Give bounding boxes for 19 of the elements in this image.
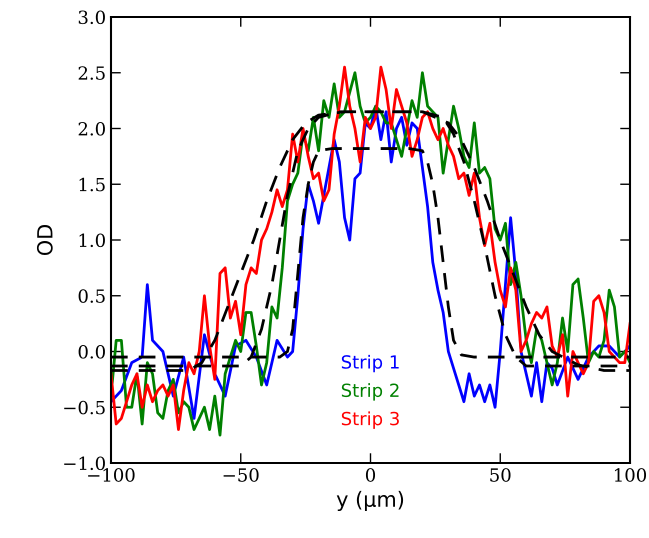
y-tick-label: 3.0 [78,10,105,24]
text: Strip 3 [342,411,399,429]
y-tick-label: 1.0 [80,233,105,248]
x-tick-label: 50 [490,468,511,482]
y-tick-label: −1.0 [64,456,105,470]
x-tick-label: −100 [88,468,135,482]
x-tick-label: −50 [224,468,259,482]
y-tick-label: −0.5 [64,400,105,414]
y-tick-label: 2.0 [78,122,105,136]
x-tick-label: 100 [614,468,646,482]
y-axis-title: OD [36,225,53,256]
text: Strip 1 [342,354,399,372]
y-tick-label: 1.5 [80,178,105,192]
x-tick-label: 0 [366,468,376,482]
y-tick-label: 2.5 [78,66,105,80]
y-tick-label: 0.5 [78,289,105,303]
x-axis-title: y (μm) [336,490,404,512]
y-tick-label: 0.0 [78,344,105,359]
text: Strip 2 [342,383,399,401]
